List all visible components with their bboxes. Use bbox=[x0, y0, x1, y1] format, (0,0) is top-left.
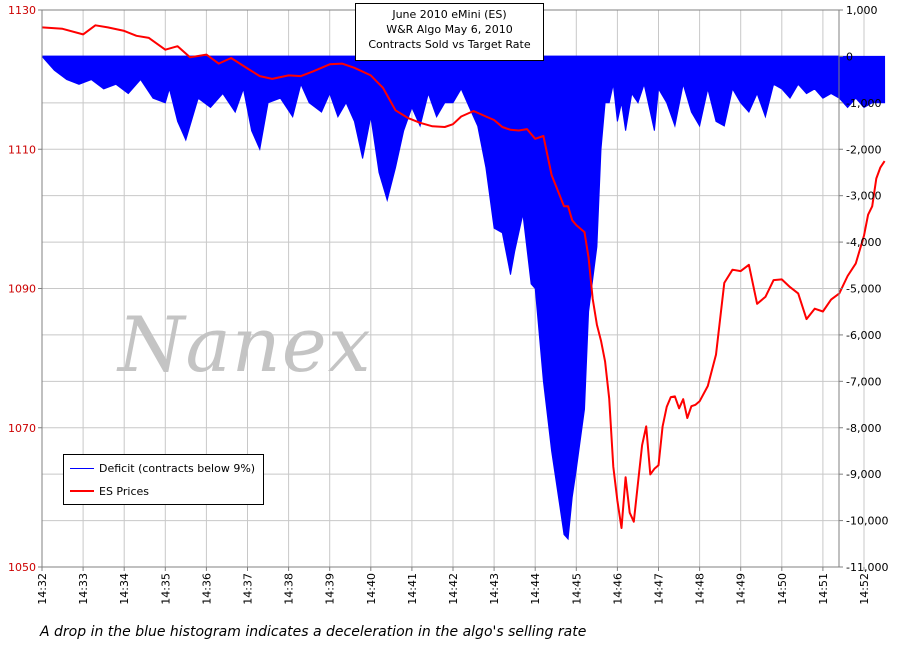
left-tick-label: 1130 bbox=[8, 4, 36, 17]
right-tick-label: -1,000 bbox=[846, 97, 881, 110]
title-line-3: Contracts Sold vs Target Rate bbox=[368, 38, 531, 51]
x-tick-label: 14:32 bbox=[36, 573, 49, 605]
x-tick-label: 14:38 bbox=[283, 573, 296, 605]
left-tick-label: 1050 bbox=[8, 561, 36, 574]
right-axis: 1,000 0 -1,000 -2,000 -3,000 -4,000 -5,000 -6,0… bbox=[839, 4, 888, 574]
x-tick-label: 14:52 bbox=[858, 573, 871, 605]
x-axis: 14:32 14:33 14:34 14:35 14:36 14:37 14:38 14:39… bbox=[36, 567, 871, 605]
x-tick-label: 14:44 bbox=[529, 573, 542, 605]
x-tick-label: 14:47 bbox=[653, 573, 666, 605]
right-tick-label: -10,000 bbox=[846, 515, 888, 528]
legend-item-deficit: Deficit (contracts below 9%) bbox=[70, 461, 255, 475]
left-axis: 1050 1070 1090 1110 1130 bbox=[8, 4, 42, 574]
x-tick-label: 14:49 bbox=[735, 573, 748, 605]
x-tick-label: 14:34 bbox=[118, 573, 131, 605]
legend-item-es: ES Prices bbox=[70, 484, 149, 498]
right-tick-label: -5,000 bbox=[846, 283, 881, 296]
chart-caption: A drop in the blue histogram indicates a… bbox=[40, 624, 587, 640]
left-tick-label: 1070 bbox=[8, 422, 36, 435]
x-tick-label: 14:37 bbox=[242, 573, 255, 605]
x-tick-label: 14:36 bbox=[200, 573, 213, 605]
chart-title: June 2010 eMini (ES) W&R Algo May 6, 201… bbox=[355, 3, 544, 61]
right-tick-label: 1,000 bbox=[846, 4, 878, 17]
es-price-series bbox=[41, 24, 886, 529]
right-tick-label: -9,000 bbox=[846, 468, 881, 481]
x-tick-label: 14:48 bbox=[694, 573, 707, 605]
title-line-1: June 2010 eMini (ES) bbox=[392, 8, 507, 21]
right-tick-label: -3,000 bbox=[846, 190, 881, 203]
x-tick-label: 14:35 bbox=[159, 573, 172, 605]
x-tick-label: 14:40 bbox=[365, 573, 378, 605]
legend-label-es: ES Prices bbox=[99, 484, 149, 498]
deficit-area bbox=[41, 55, 886, 541]
x-tick-label: 14:39 bbox=[324, 573, 337, 605]
x-tick-label: 14:42 bbox=[447, 573, 460, 605]
left-tick-label: 1090 bbox=[8, 283, 36, 296]
nanex-watermark: Nanex bbox=[118, 300, 372, 389]
x-tick-label: 14:46 bbox=[611, 573, 624, 605]
right-tick-label: -6,000 bbox=[846, 329, 881, 342]
title-line-2: W&R Algo May 6, 2010 bbox=[386, 23, 513, 36]
es-price-line bbox=[41, 24, 886, 529]
right-tick-label: -2,000 bbox=[846, 143, 881, 156]
legend-swatch-deficit bbox=[70, 467, 94, 469]
x-tick-label: 14:51 bbox=[817, 573, 830, 605]
x-tick-label: 14:45 bbox=[570, 573, 583, 605]
legend-swatch-es bbox=[70, 490, 94, 492]
right-tick-label: -7,000 bbox=[846, 375, 881, 388]
right-tick-label: -11,000 bbox=[846, 561, 888, 574]
right-tick-label: 0 bbox=[846, 50, 853, 63]
x-tick-label: 14:43 bbox=[488, 573, 501, 605]
legend: Deficit (contracts below 9%) ES Prices bbox=[63, 454, 264, 505]
left-tick-label: 1110 bbox=[8, 143, 36, 156]
right-tick-label: -8,000 bbox=[846, 422, 881, 435]
legend-label-deficit: Deficit (contracts below 9%) bbox=[99, 461, 256, 475]
right-tick-label: -4,000 bbox=[846, 236, 881, 249]
x-tick-label: 14:41 bbox=[406, 573, 419, 605]
x-tick-label: 14:33 bbox=[77, 573, 90, 605]
x-tick-label: 14:50 bbox=[776, 573, 789, 605]
